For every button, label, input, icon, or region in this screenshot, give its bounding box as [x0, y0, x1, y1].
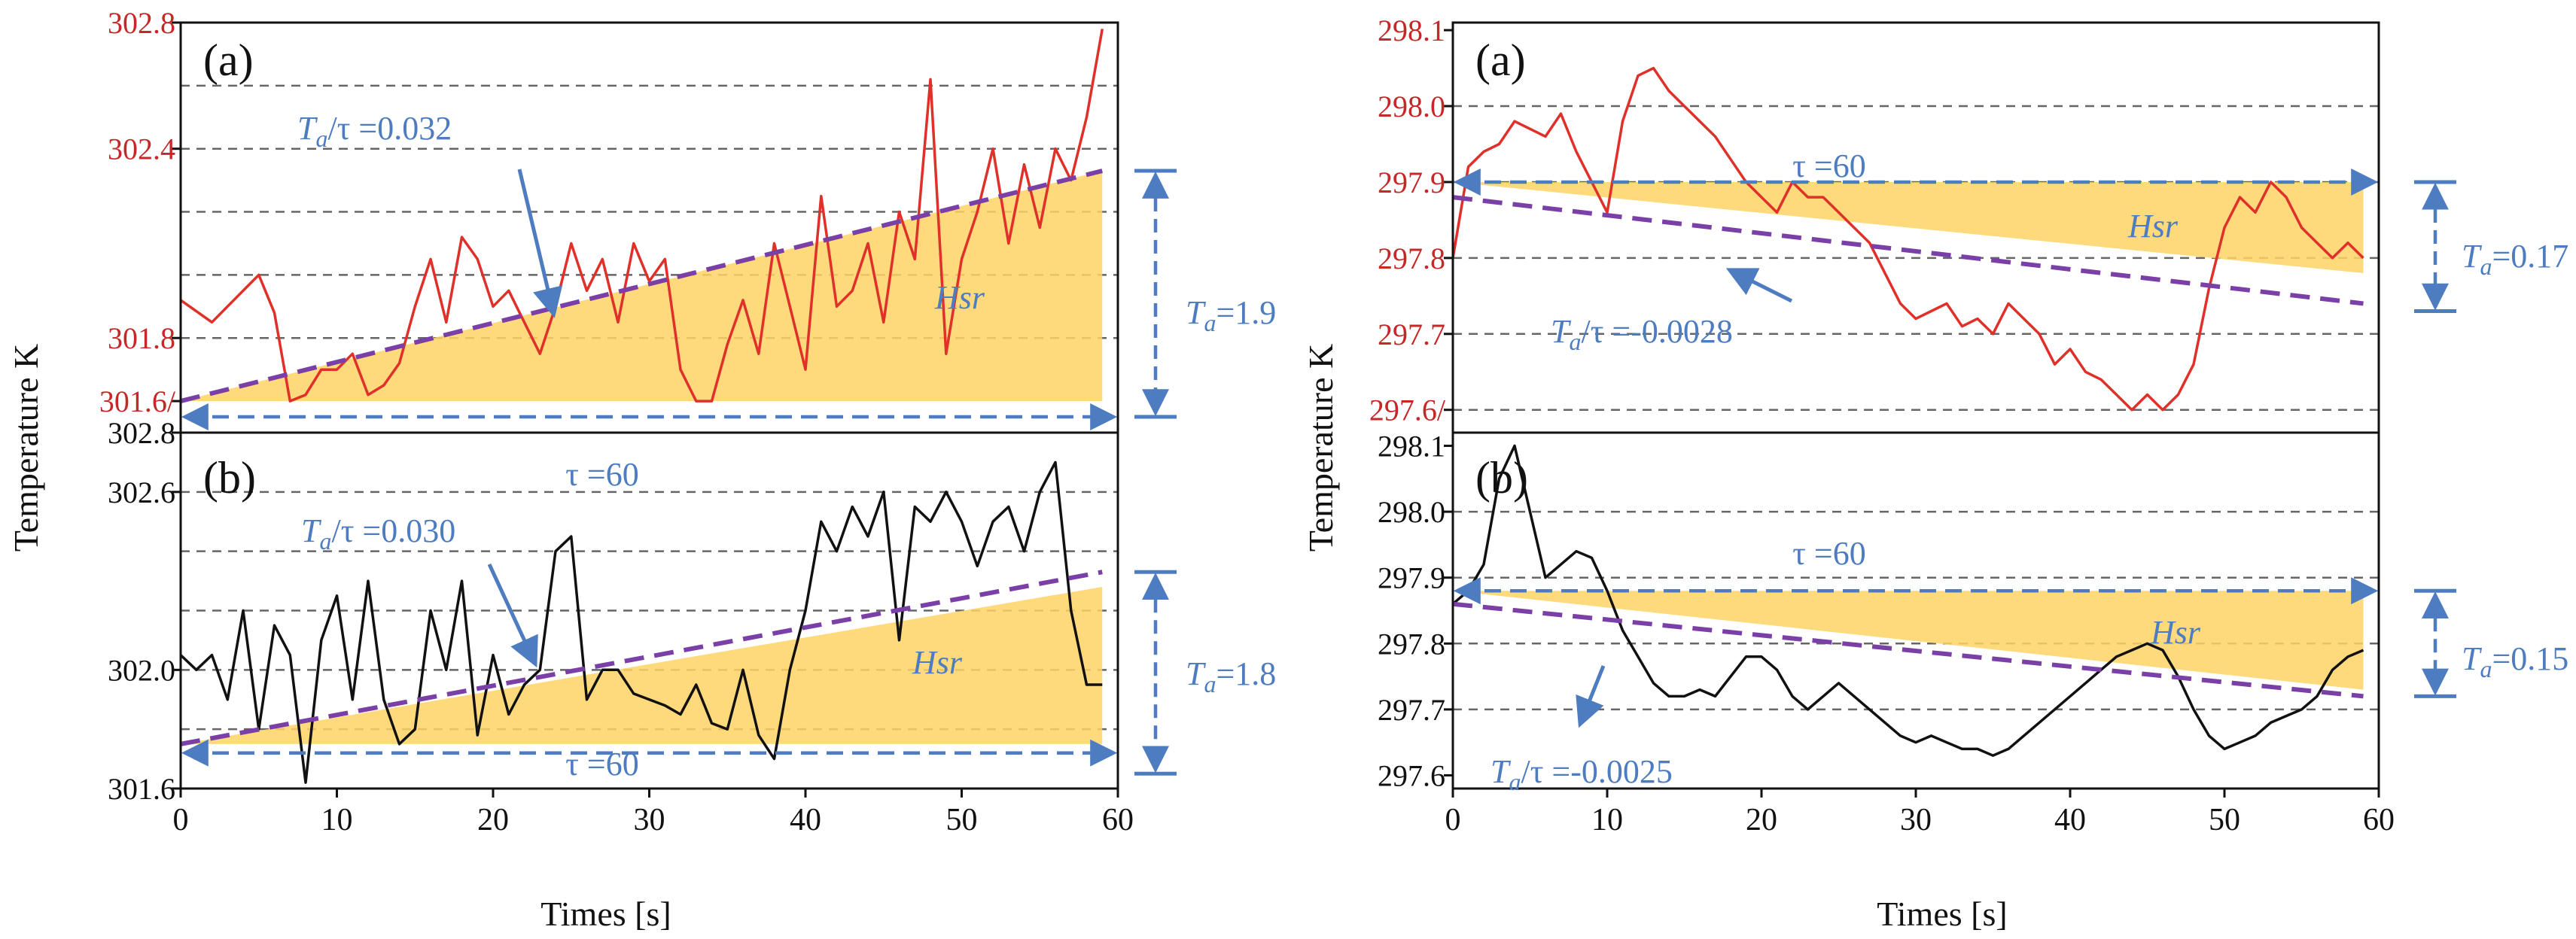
trend-line: [180, 169, 1103, 403]
y-tick-label: 302.0: [108, 653, 175, 687]
y-tick-label: 298.1: [1378, 430, 1445, 463]
trend-line: [1452, 601, 2364, 699]
y-axis-label-right: Temperature K: [1302, 344, 1340, 552]
y-tick-label: 297.7: [1378, 693, 1445, 727]
panel-label: (b): [1475, 453, 1528, 503]
y-tick-label: 298.1: [1378, 14, 1445, 47]
ta-label: Ta=1.9: [1186, 294, 1276, 336]
hsr-label: Hsr: [934, 279, 985, 316]
x-tick-label: 30: [1900, 803, 1932, 837]
tau-label: τ =60: [1792, 535, 1866, 572]
hsr-shaded-region: [1453, 591, 2364, 690]
slope-arrow: [1725, 268, 1793, 303]
y-axis-label-left: Temperature K: [7, 344, 45, 552]
x-tick-label: 60: [2363, 803, 2395, 837]
y-tick-label: 302.8: [108, 416, 175, 450]
tau-label: τ =60: [565, 456, 639, 493]
x-tick-label: 60: [1102, 803, 1134, 837]
hsr-shaded-region: [181, 171, 1103, 402]
y-tick-label: 297.8: [1378, 242, 1445, 275]
slope-arrow: [1576, 665, 1606, 728]
ta-label: Ta=1.8: [1186, 655, 1276, 697]
y-tick-label: 297.9: [1378, 166, 1445, 199]
hsr-shaded-region: [181, 586, 1103, 744]
x-axis-label-left: Times [s]: [540, 895, 671, 933]
panel-right-b: 297.6 297.7 297.8 297.9 298.0 298.1 0 10 20 30 40 5…: [1378, 430, 2568, 837]
trend-line: [1452, 195, 2364, 306]
x-tick-label: 50: [2209, 803, 2240, 837]
y-tick-label: 298.0: [1378, 495, 1445, 529]
slope-label: Ta/τ =0.030: [301, 512, 455, 555]
panel-left-a: 301.6/301.8 302.4 302.8 (a) Ta=1.9 Ta/τ =0.03…: [99, 6, 1276, 493]
y-tick-label: 302.4: [108, 132, 175, 166]
tau-label: τ =60: [1792, 147, 1866, 184]
x-tick-label: 40: [2054, 803, 2086, 837]
temperature-series-line: [179, 29, 1104, 403]
x-tick-label: 30: [634, 803, 665, 837]
x-tick-label: 20: [477, 803, 509, 837]
temperature-series-line: [1451, 66, 2364, 412]
y-tick-label: 301.8: [108, 321, 175, 355]
hsr-label: Hsr: [2150, 614, 2201, 651]
y-tick-label: 298.0: [1378, 90, 1445, 123]
x-tick-label: 40: [790, 803, 821, 837]
panel-left-b: 301.6 302.0 302.6 302.8 0 10 20 30 40 50 60 (b) Ta=1…: [108, 416, 1276, 837]
y-tick-label: 302.8: [108, 6, 175, 40]
x-tick-label: 10: [1591, 803, 1623, 837]
x-axis-label-right: Times [s]: [1877, 895, 2007, 933]
ta-label: Ta=0.17: [2462, 238, 2568, 280]
tau-label: τ =60: [565, 746, 639, 782]
hsr-label: Hsr: [2127, 208, 2179, 245]
slope-arrow: [487, 563, 538, 668]
y-tick-label: 297.7: [1378, 318, 1445, 351]
x-tick-label: 0: [1445, 803, 1461, 837]
temperature-series-line: [179, 460, 1103, 784]
slope-label: Ta/τ =-0.0025: [1490, 753, 1673, 795]
y-tick-label: 301.6: [108, 772, 175, 806]
hsr-label: Hsr: [912, 644, 963, 681]
panel-right-a: 297.6/297.7 297.8 297.9 298.0 298.1 (a) Ta=0.1…: [1369, 14, 2568, 434]
y-tick-label: 297.9: [1378, 561, 1445, 595]
trend-line: [180, 570, 1103, 746]
y-tick-label: 297.8: [1378, 627, 1445, 661]
x-tick-label: 50: [946, 803, 978, 837]
y-tick-label: 297.6: [1378, 758, 1445, 792]
x-tick-label: 20: [1746, 803, 1777, 837]
y-tick-label: 301.6/: [99, 384, 176, 418]
y-tick-label: 302.6: [108, 476, 175, 509]
x-tick-label: 0: [173, 803, 189, 837]
panel-label: (b): [203, 453, 256, 503]
hsr-shaded-region: [1453, 181, 2364, 274]
panel-label: (a): [1475, 35, 1526, 85]
slope-label: Ta/τ =0.032: [297, 110, 452, 152]
slope-arrow: [517, 169, 563, 318]
x-tick-label: 10: [321, 803, 353, 837]
panel-label: (a): [203, 35, 254, 85]
slope-label: Ta/τ =-0.0028: [1551, 313, 1733, 355]
y-tick-label: 297.6/: [1369, 394, 1446, 427]
ta-label: Ta=0.15: [2462, 640, 2568, 682]
